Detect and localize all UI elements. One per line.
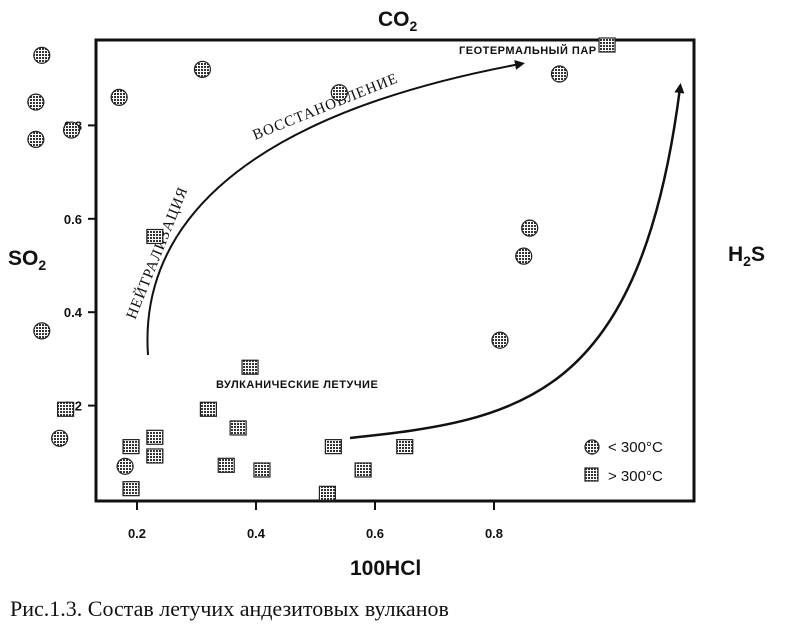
- x-axis-label: 100HCl: [350, 557, 421, 580]
- data-point-above-300: [318, 485, 336, 501]
- plot-frame: [94, 38, 696, 503]
- legend-label-above-300: > 300°C: [608, 468, 663, 485]
- legend-marker-circle: [584, 439, 600, 455]
- data-point-above-300: [396, 439, 414, 455]
- legend-marker-square: [584, 467, 599, 482]
- x-tick-label: 0.4: [247, 526, 266, 541]
- annotation-reduction: ВОССТАНОВЛЕНИЕ: [251, 71, 401, 144]
- corner-label-right: H2S: [728, 243, 765, 269]
- x-tick-label: 0.8: [485, 526, 503, 541]
- x-tick-label: 0.6: [366, 526, 384, 541]
- annotation-volcanic: ВУЛКАНИЧЕСКИЕ ЛЕТУЧИЕ: [216, 379, 378, 391]
- corner-label-left: SO2: [8, 247, 46, 273]
- data-point-above-300: [324, 439, 342, 455]
- data-point-below-300: [110, 88, 128, 106]
- data-point-below-300: [27, 93, 45, 111]
- data-point-above-300: [354, 462, 372, 478]
- data-point-above-300: [146, 429, 164, 445]
- data-point-below-300: [33, 46, 51, 64]
- legend: < 300°C > 300°C: [584, 439, 663, 485]
- data-point-above-300: [241, 359, 259, 375]
- data-point-below-300: [550, 65, 569, 83]
- data-point-above-300: [122, 439, 140, 455]
- data-point-above-300: [217, 457, 235, 473]
- legend-label-below-300: < 300°C: [608, 439, 663, 456]
- y-tick-label: 0.6: [64, 212, 82, 227]
- data-point-below-300: [193, 60, 212, 78]
- arrow-neutralization-reduction: [146, 60, 525, 356]
- figure-caption: Рис.1.3. Состав летучих андезитовых вулк…: [10, 596, 449, 621]
- scatter-chart: 0.20.40.60.8 0.20.40.60.8 CO2 SO2 H2S 10…: [8, 8, 765, 580]
- x-tick-label: 0.2: [128, 526, 146, 541]
- data-point-below-300: [330, 84, 348, 102]
- data-point-below-300: [515, 247, 533, 265]
- data-point-below-300: [33, 322, 51, 340]
- data-point-above-300: [253, 462, 271, 478]
- data-point-above-300: [146, 228, 164, 245]
- data-point-above-300: [122, 481, 140, 497]
- y-tick-label: 0.4: [64, 305, 83, 320]
- data-point-below-300: [521, 219, 539, 237]
- data-point-above-300: [146, 448, 164, 464]
- data-point-above-300: [199, 401, 217, 417]
- data-point-above-300: [56, 401, 75, 417]
- data-point-above-300: [598, 37, 616, 53]
- data-point-below-300: [27, 130, 45, 149]
- annotation-geothermal: ГЕОТЕРМАЛЬНЫЙ ПАР: [459, 44, 597, 57]
- annotation-neutralization: НЕЙТРАЛИЗАЦИЯ: [123, 184, 192, 321]
- data-point-above-300: [229, 420, 247, 436]
- data-point-below-300: [491, 331, 509, 349]
- data-point-below-300: [116, 457, 134, 475]
- data-point-below-300: [51, 429, 69, 447]
- corner-label-top: CO2: [378, 8, 418, 34]
- data-point-below-300: [62, 121, 81, 139]
- arrow-volcanic-geothermal: [349, 83, 685, 440]
